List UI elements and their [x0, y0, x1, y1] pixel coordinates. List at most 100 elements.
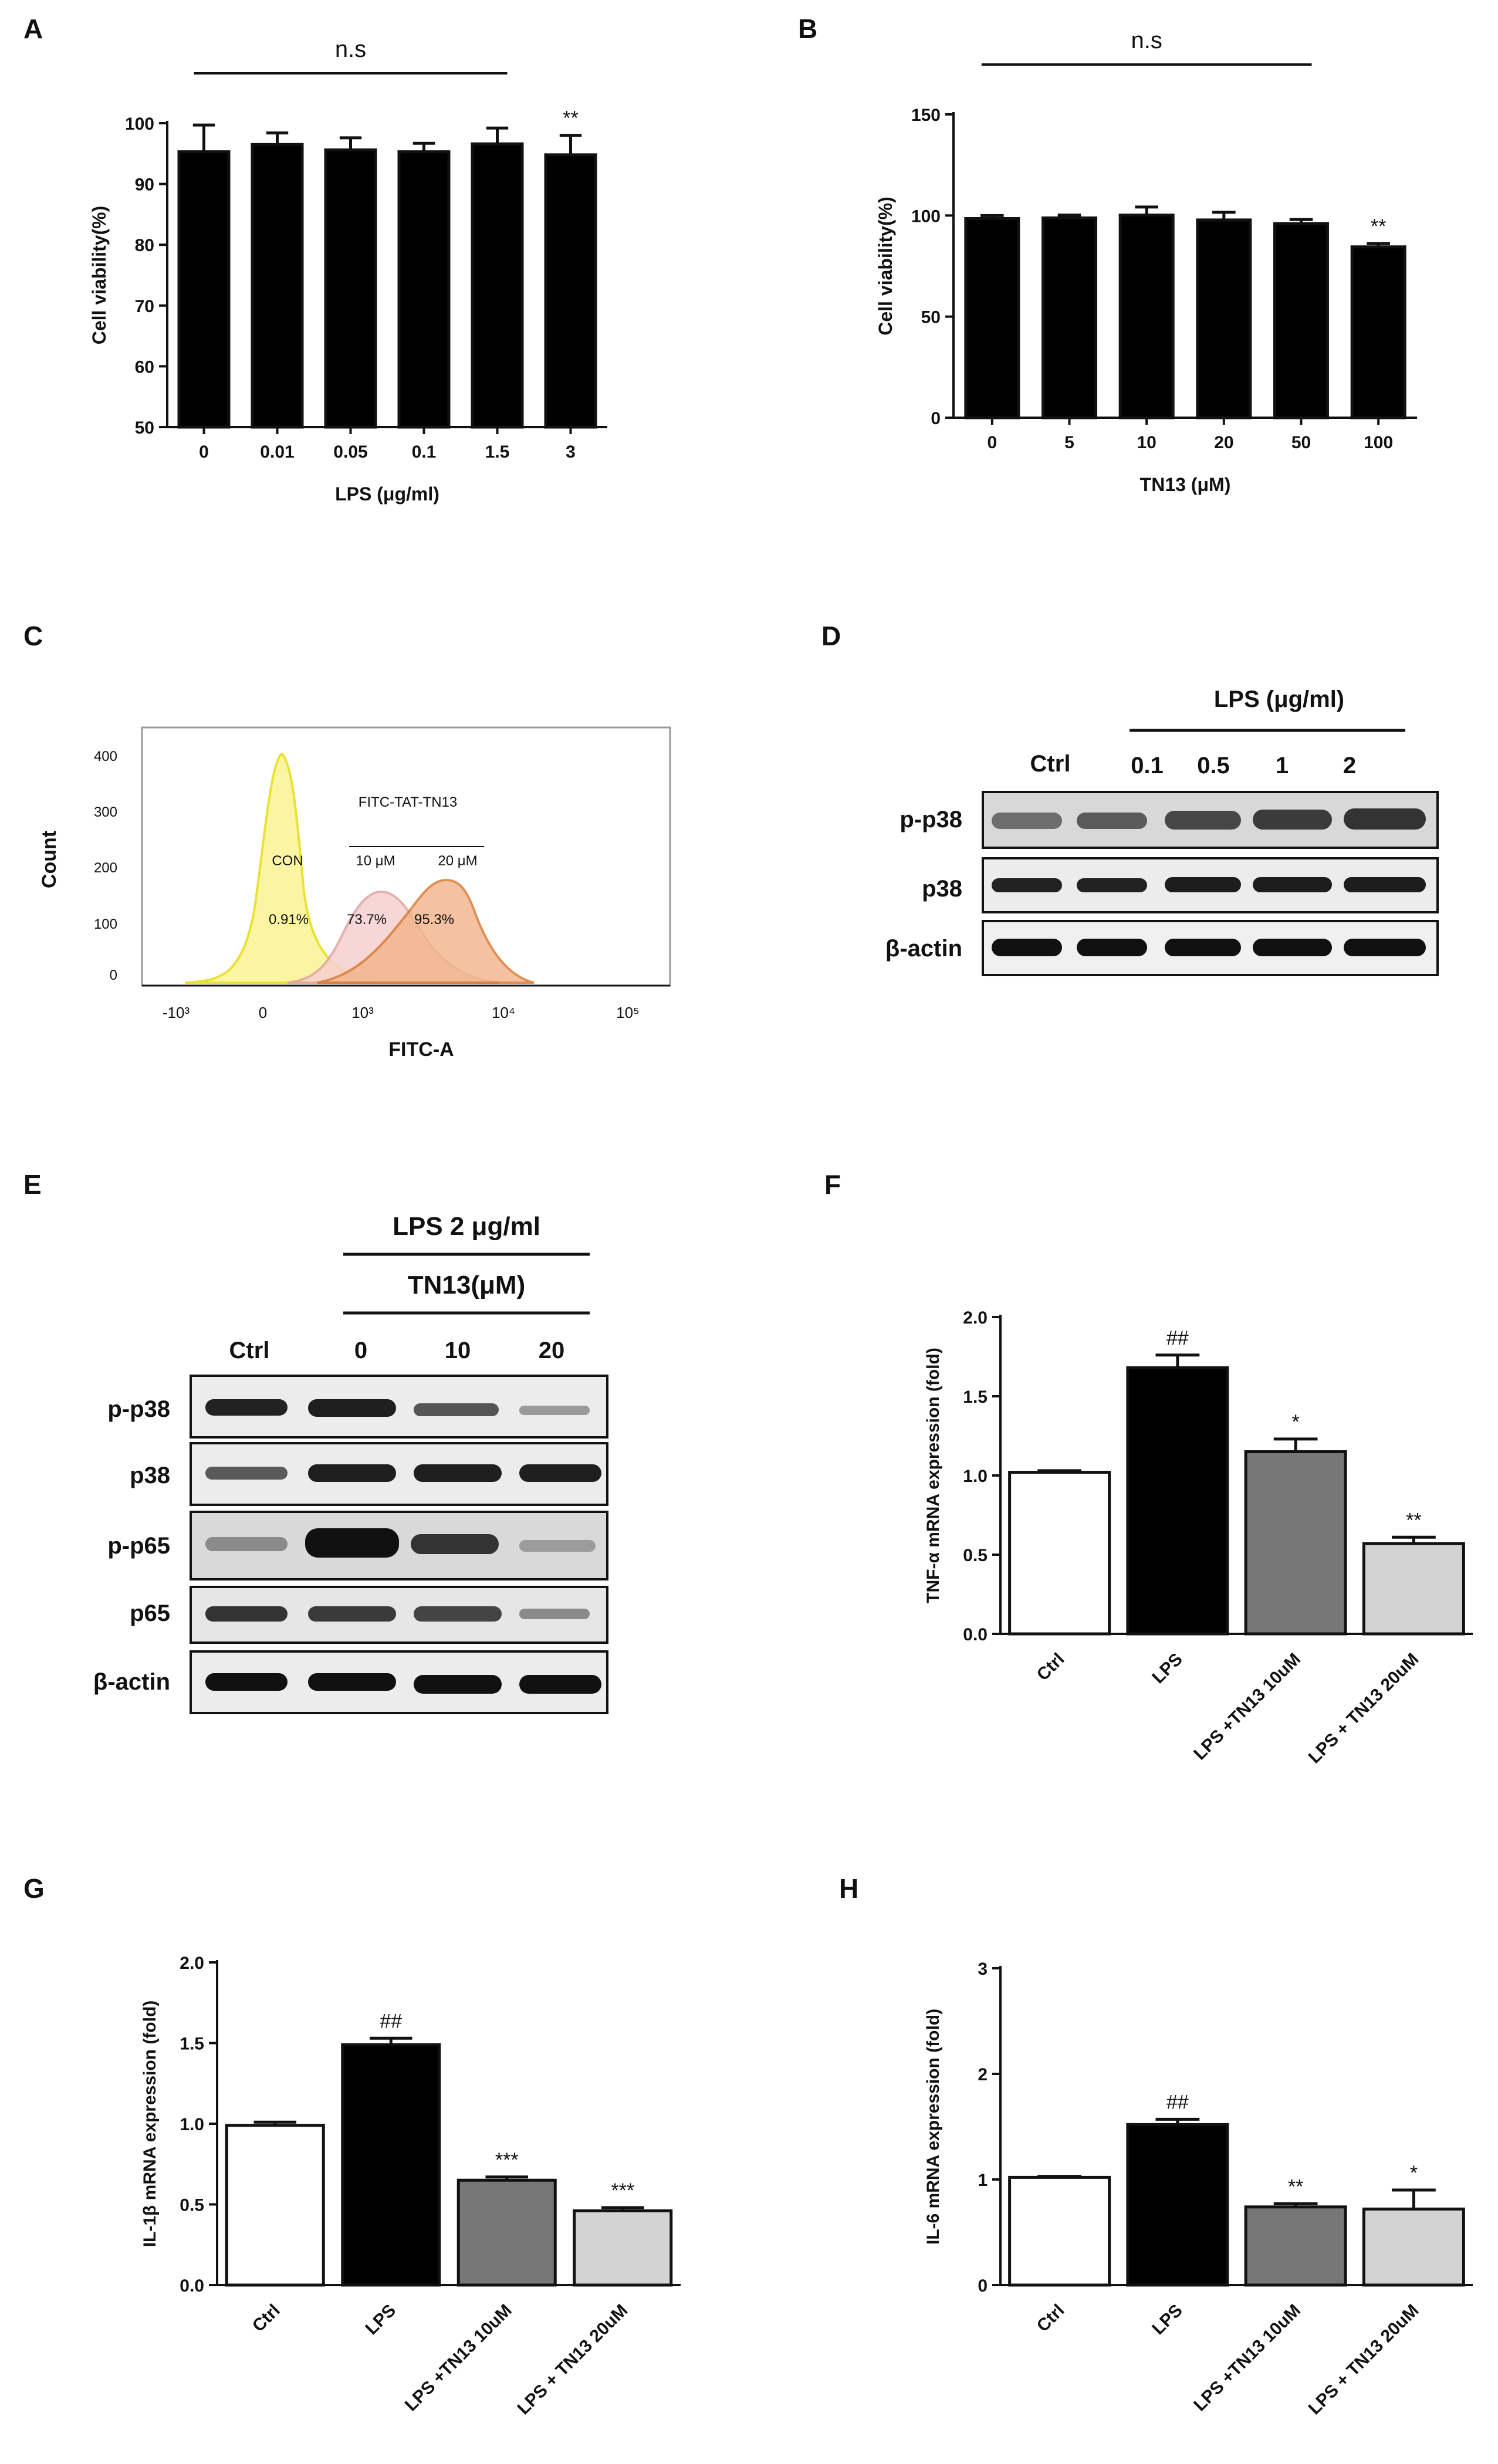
- western-blot-e: LPS 2 μg/ml TN13(μM) Ctrl 0 10 20 p-p38 …: [93, 1212, 608, 1714]
- x-tick-label: Ctrl: [1033, 1650, 1068, 1685]
- significance-label: ***: [495, 2149, 519, 2171]
- blot-d-col: 2: [1343, 753, 1356, 779]
- flow-ytick: 100: [94, 916, 117, 932]
- flow-ytick: 200: [94, 860, 117, 876]
- bracket-label: n.s: [335, 36, 366, 62]
- y-tick-label: 60: [135, 357, 154, 377]
- blot-e-strip-p-p38: [190, 1375, 608, 1439]
- y-tick-label: 2.0: [963, 1308, 988, 1328]
- bar: [1362, 1542, 1465, 1636]
- bar: [1008, 2175, 1111, 2287]
- bracket-label: n.s: [1131, 28, 1162, 53]
- histogram-20um: [316, 878, 535, 984]
- blot-e-group-label: LPS 2 μg/ml: [393, 1212, 540, 1241]
- y-tick-label: 100: [911, 207, 941, 226]
- y-tick-label: 90: [135, 175, 154, 195]
- blot-e-row: p38: [130, 1463, 170, 1488]
- x-tick-label: 3: [566, 442, 576, 462]
- bar: [1350, 245, 1406, 419]
- y-tick-label: 150: [911, 106, 941, 125]
- x-tick-label: LPS + TN13 20uM: [513, 2301, 631, 2419]
- significance-label: ##: [380, 2010, 402, 2032]
- x-tick-label: 0.05: [333, 442, 367, 462]
- x-tick-label: 0.1: [412, 442, 437, 462]
- chart-g-il-1b: 0.0 0.5 1.0 1.5 2.0 Ctrl ## LPS *** LPS +TN13 10u…: [140, 1954, 681, 2418]
- blot-e-col: 10: [445, 1338, 471, 1363]
- blot-d-col: 0.5: [1197, 753, 1230, 779]
- chart-b-cell-viability-tn13: 0 50 100 150 0 5 10 20 50 ** 100 n.s TN13 (μM) Cell v…: [875, 28, 1417, 495]
- blot-e-strip-beta-actin: [190, 1650, 608, 1714]
- y-tick-label: 1.5: [963, 1387, 988, 1407]
- western-blot-d: LPS (μg/ml) Ctrl 0.1 0.5 1 2 p-p38 p38 β…: [885, 686, 1439, 976]
- significance-label: **: [563, 107, 578, 130]
- blot-e-strip-p38: [190, 1442, 608, 1506]
- blot-d-strip-p38: [982, 857, 1439, 913]
- flow-percent-10um: 73.7%: [347, 912, 387, 928]
- x-tick-label: LPS + TN13 20uM: [1305, 1650, 1423, 1768]
- panel-label-h: H: [839, 1873, 858, 1904]
- y-tick-label: 0: [931, 409, 941, 428]
- bar: [964, 217, 1020, 419]
- flow-percent-con: 0.91%: [269, 912, 309, 928]
- x-tick-label: LPS +TN13 10uM: [1190, 1650, 1304, 1764]
- flow-percent-20um: 95.3%: [414, 912, 454, 928]
- bar: [573, 2209, 673, 2287]
- bar: [1244, 1450, 1347, 1636]
- blot-e-col: 0: [354, 1338, 367, 1363]
- flow-label-20um: 20 μM: [438, 853, 477, 869]
- panel-label-d: D: [821, 621, 841, 651]
- bar: [1273, 222, 1329, 419]
- x-tick-label: LPS +TN13 10uM: [1190, 2301, 1304, 2415]
- x-tick-label: Ctrl: [249, 2301, 284, 2336]
- bar: [1126, 1366, 1229, 1636]
- chart-h-il-6: 0 1 2 3 Ctrl ## LPS ** LPS +TN13 10uM * LPS + TN13…: [924, 1959, 1473, 2418]
- y-tick-label: 1.0: [180, 2115, 204, 2134]
- y-tick-label: 1.0: [963, 1467, 988, 1486]
- y-axis-label: IL-1β mRNA expression (fold): [140, 2001, 160, 2248]
- x-tick-label: 50: [1291, 433, 1311, 452]
- x-axis-label: LPS (μg/ml): [335, 483, 439, 505]
- flow-ylabel: Count: [38, 831, 60, 888]
- x-tick-label: 1.5: [485, 442, 510, 462]
- bar: [1196, 218, 1252, 419]
- flow-xtick: 0: [259, 1004, 267, 1021]
- x-tick-label: 0: [199, 442, 209, 462]
- significance-label: **: [1288, 2175, 1303, 2198]
- significance-label: *: [1410, 2162, 1418, 2184]
- bar: [456, 2178, 557, 2287]
- bar: [397, 150, 451, 429]
- blot-e-col: Ctrl: [229, 1338, 270, 1363]
- x-axis-label: TN13 (μM): [1140, 474, 1231, 495]
- significance-label: ***: [611, 2179, 634, 2202]
- bar: [177, 150, 231, 429]
- panel-label-e: E: [23, 1169, 42, 1200]
- significance-label: **: [1406, 1509, 1421, 1531]
- blot-d-row: p-p38: [900, 807, 962, 832]
- x-tick-label: LPS: [1148, 2301, 1186, 2339]
- panel-label-a: A: [23, 13, 43, 44]
- blot-e-row: p-p38: [107, 1396, 170, 1422]
- y-tick-label: 70: [135, 297, 154, 316]
- blot-d-strip-p-p38: [982, 791, 1439, 849]
- significance-label: ##: [1166, 2091, 1189, 2113]
- y-tick-label: 0.0: [963, 1625, 988, 1644]
- y-axis-label: IL-6 mRNA expression (fold): [924, 2009, 943, 2245]
- blot-e-row: β-actin: [93, 1669, 170, 1695]
- x-tick-label: LPS + TN13 20uM: [1305, 2301, 1423, 2419]
- panel-label-c: C: [23, 621, 43, 651]
- flow-label-con: CON: [272, 853, 303, 869]
- bar: [324, 148, 377, 429]
- flow-y-axis: 0 100 200 300 400: [94, 749, 117, 983]
- y-axis-label: Cell viability(%): [89, 206, 110, 345]
- bar: [225, 2124, 325, 2287]
- bar: [341, 2043, 441, 2287]
- bar: [1244, 2205, 1347, 2287]
- x-tick-label: 10: [1137, 433, 1156, 452]
- bar: [544, 153, 597, 429]
- y-tick-label: 0.5: [963, 1546, 988, 1565]
- blot-d-strip-beta-actin: [982, 920, 1439, 976]
- flow-xtick: 10⁴: [492, 1004, 515, 1021]
- blot-d-group-label: LPS (μg/ml): [1214, 686, 1344, 712]
- y-tick-label: 2.0: [180, 1954, 204, 1973]
